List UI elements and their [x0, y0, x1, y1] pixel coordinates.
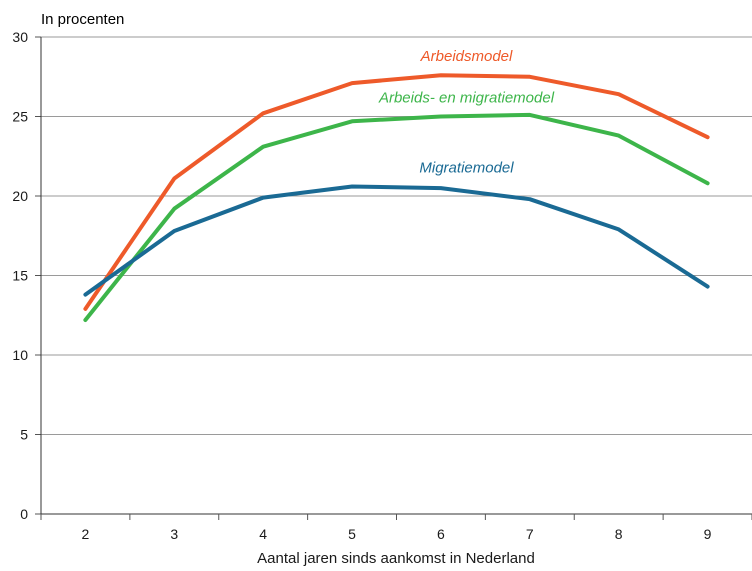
y-tick-label: 0: [20, 506, 28, 522]
axes: [35, 36, 752, 520]
series-labels: Arbeidsmodel Arbeids- en migratiemodel Mig…: [378, 48, 555, 176]
x-tick-label: 7: [526, 526, 534, 542]
gridlines: [41, 36, 752, 435]
y-axis-label: In procenten: [41, 11, 124, 28]
series-line-arbeidsmodel: [83, 73, 710, 311]
series-label: Arbeids- en migratiemodel: [378, 90, 555, 107]
series-line-migratiemodel: [83, 184, 710, 297]
x-tick-label: 8: [615, 526, 623, 542]
y-tick-label: 10: [12, 347, 28, 363]
y-tick-label: 30: [12, 29, 28, 45]
x-tick-label: 4: [259, 526, 267, 542]
y-tick-label: 15: [12, 268, 28, 284]
x-tick-label: 2: [82, 526, 90, 542]
series-label: Migratiemodel: [419, 159, 514, 176]
series-label: Arbeidsmodel: [420, 48, 513, 65]
x-tick-label: 9: [704, 526, 712, 542]
series-lines: [83, 73, 710, 322]
x-tick-label: 3: [170, 526, 178, 542]
y-tick-label: 20: [12, 188, 28, 204]
series-line-arbeids-en-migratiemodel: [83, 112, 710, 322]
x-tick-label: 6: [437, 526, 445, 542]
x-axis-label: Aantal jaren sinds aankomst in Nederland: [257, 550, 535, 567]
y-tick-label: 25: [12, 109, 28, 125]
y-tick-label: 5: [20, 427, 28, 443]
y-tick-labels: 0 5 10 15 20 25 30: [12, 29, 28, 522]
x-tick-label: 5: [348, 526, 356, 542]
x-tick-labels: 2 3 4 5 6 7 8 9: [82, 526, 712, 542]
